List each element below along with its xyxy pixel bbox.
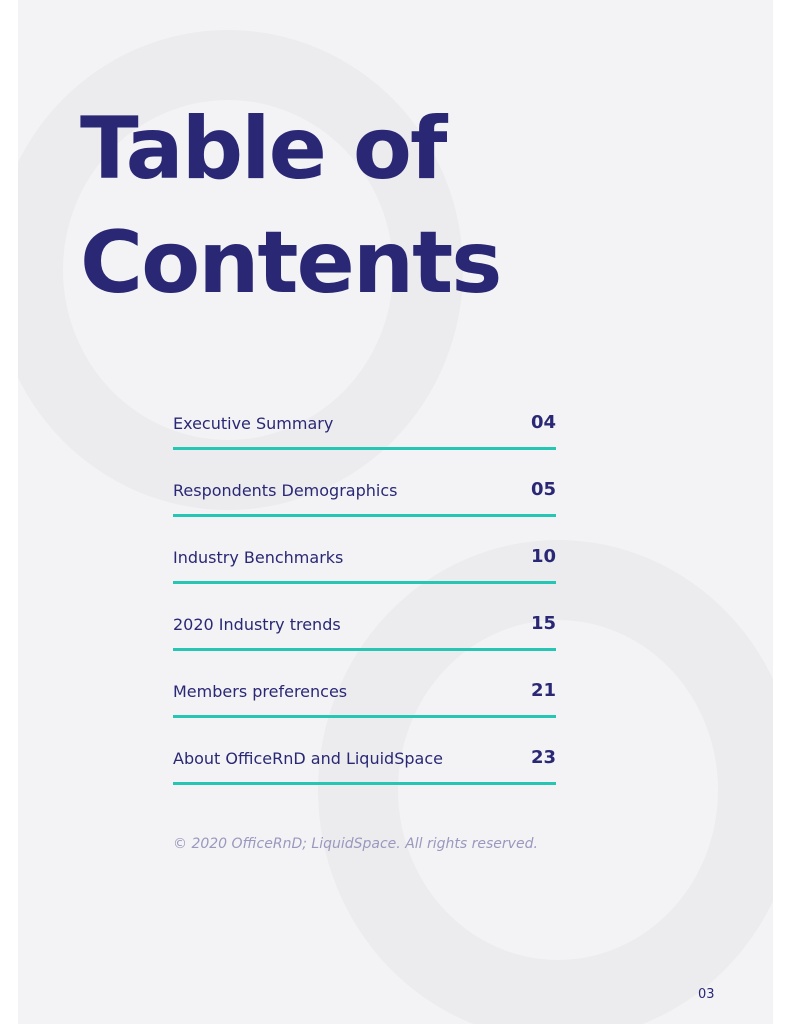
toc-divider [173, 782, 556, 785]
toc-entry-page-number: 23 [530, 747, 556, 768]
toc-entry-page-number: 21 [530, 680, 556, 701]
toc-divider [173, 447, 556, 450]
title-line-1: Table of [80, 99, 447, 199]
copyright-notice: © 2020 OfficeRnD; LiquidSpace. All right… [173, 836, 538, 852]
toc-entry-executive-summary[interactable]: Executive Summary 04 [173, 400, 556, 467]
toc-entry-label: Respondents Demographics [173, 481, 398, 500]
toc-entry-page-number: 05 [530, 479, 556, 500]
toc-divider [173, 648, 556, 651]
document-page: Table of Contents Executive Summary 04 R… [18, 0, 773, 1024]
page-title: Table of Contents [80, 92, 502, 320]
toc-entry-label: Executive Summary [173, 414, 334, 433]
toc-entry-about[interactable]: About OfficeRnD and LiquidSpace 23 [173, 735, 556, 802]
toc-divider [173, 581, 556, 584]
toc-entry-page-number: 10 [530, 546, 556, 567]
toc-entry-label: About OfficeRnD and LiquidSpace [173, 749, 443, 768]
title-line-2: Contents [80, 213, 502, 313]
page-number: 03 [698, 987, 715, 1002]
toc-entry-respondents-demographics[interactable]: Respondents Demographics 05 [173, 467, 556, 534]
toc-entry-page-number: 15 [530, 613, 556, 634]
toc-divider [173, 514, 556, 517]
toc-entry-label: Members preferences [173, 682, 348, 701]
table-of-contents: Executive Summary 04 Respondents Demogra… [173, 400, 556, 802]
toc-entry-label: Industry Benchmarks [173, 548, 344, 567]
toc-entry-industry-trends[interactable]: 2020 Industry trends 15 [173, 601, 556, 668]
toc-entry-members-preferences[interactable]: Members preferences 21 [173, 668, 556, 735]
toc-divider [173, 715, 556, 718]
toc-entry-label: 2020 Industry trends [173, 615, 341, 634]
toc-entry-page-number: 04 [530, 412, 556, 433]
toc-entry-industry-benchmarks[interactable]: Industry Benchmarks 10 [173, 534, 556, 601]
